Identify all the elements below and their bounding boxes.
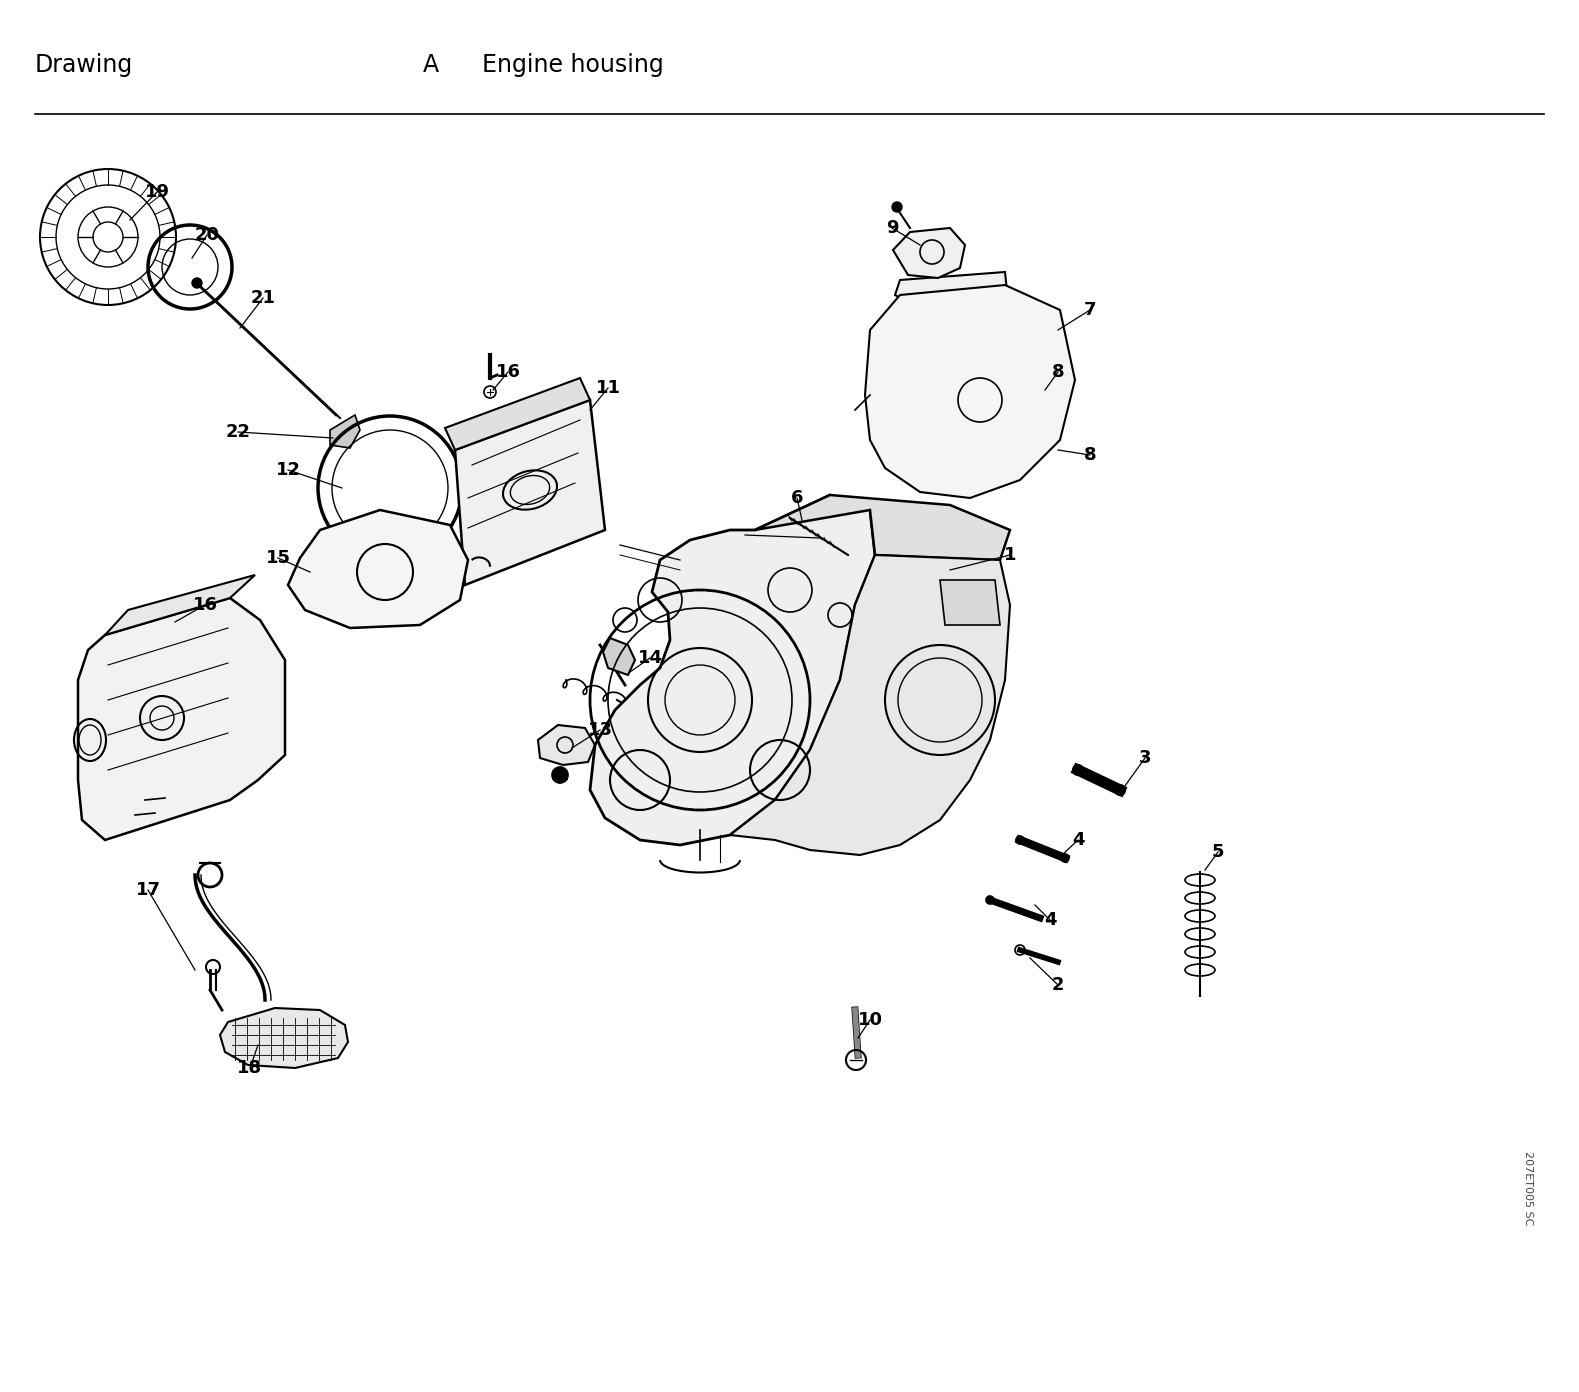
Text: 207ET005 SC: 207ET005 SC	[1524, 1151, 1533, 1225]
Text: 9: 9	[886, 219, 898, 237]
Polygon shape	[729, 555, 1011, 855]
Polygon shape	[287, 509, 467, 628]
Text: Engine housing: Engine housing	[482, 53, 663, 77]
Text: 4: 4	[1072, 831, 1085, 849]
Text: A: A	[423, 53, 439, 77]
Polygon shape	[104, 575, 254, 635]
Circle shape	[892, 202, 902, 212]
Text: 21: 21	[251, 290, 275, 308]
Text: 17: 17	[136, 881, 161, 899]
Polygon shape	[330, 415, 360, 448]
Text: 2: 2	[1052, 976, 1064, 994]
Text: 16: 16	[193, 596, 218, 614]
Polygon shape	[445, 379, 591, 450]
Text: 12: 12	[275, 461, 300, 479]
Polygon shape	[603, 638, 635, 675]
Text: 4: 4	[1044, 910, 1056, 928]
Circle shape	[553, 767, 568, 782]
Text: Drawing: Drawing	[35, 53, 133, 77]
Text: 6: 6	[791, 489, 804, 507]
Polygon shape	[894, 228, 965, 278]
Circle shape	[193, 278, 202, 288]
Text: 8: 8	[1083, 445, 1096, 464]
Text: 19: 19	[145, 182, 169, 200]
Polygon shape	[538, 725, 595, 766]
Polygon shape	[77, 599, 284, 839]
Text: 3: 3	[1138, 749, 1151, 767]
Text: 7: 7	[1083, 301, 1096, 319]
Polygon shape	[591, 496, 875, 845]
Text: 5: 5	[1211, 844, 1224, 862]
Polygon shape	[940, 580, 1000, 625]
Polygon shape	[755, 496, 1011, 560]
Text: 15: 15	[265, 548, 291, 567]
Text: 10: 10	[857, 1011, 883, 1029]
Text: 11: 11	[595, 379, 621, 397]
Text: 8: 8	[1052, 363, 1064, 381]
Text: 13: 13	[587, 721, 613, 739]
Text: 22: 22	[226, 423, 251, 441]
Text: 18: 18	[237, 1059, 262, 1077]
Polygon shape	[455, 400, 605, 585]
Polygon shape	[219, 1008, 347, 1068]
Text: 1: 1	[1004, 546, 1017, 564]
Text: 14: 14	[638, 649, 663, 667]
Polygon shape	[887, 271, 1011, 430]
Polygon shape	[865, 285, 1075, 498]
Text: 16: 16	[496, 363, 521, 381]
Text: 20: 20	[194, 226, 219, 244]
